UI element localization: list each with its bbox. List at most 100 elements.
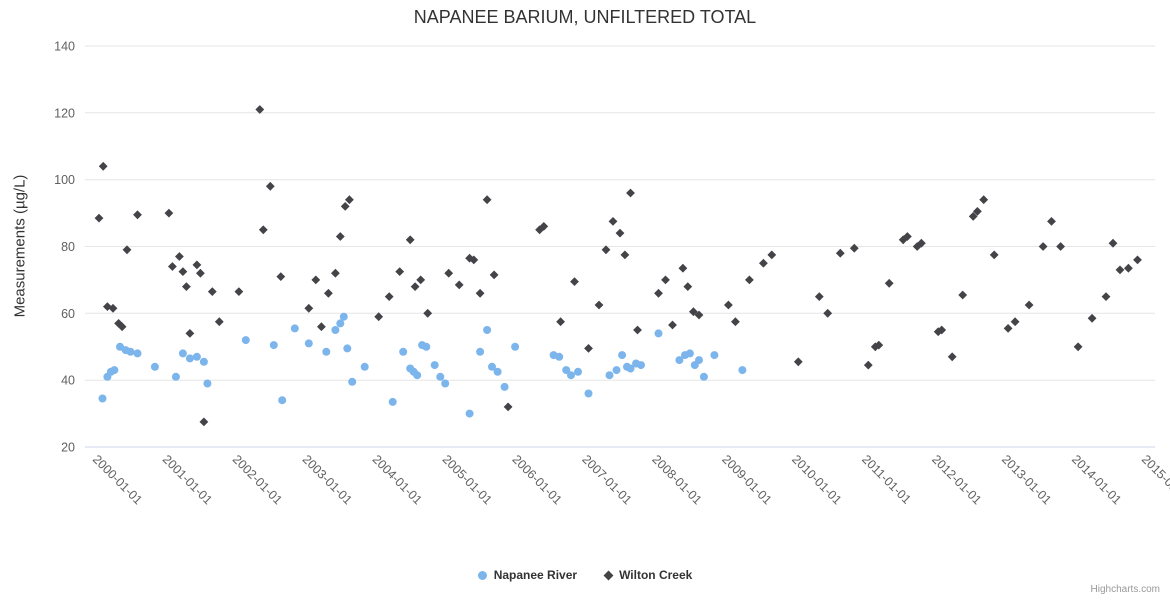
data-point-1[interactable] (849, 243, 859, 253)
data-point-0[interactable] (322, 347, 331, 356)
data-point-0[interactable] (413, 371, 422, 380)
data-point-1[interactable] (133, 210, 142, 220)
data-point-0[interactable] (441, 379, 450, 388)
data-point-1[interactable] (317, 322, 326, 332)
data-point-0[interactable] (348, 377, 357, 386)
data-point-1[interactable] (661, 275, 670, 285)
data-point-0[interactable] (483, 326, 492, 334)
data-point-1[interactable] (694, 310, 704, 320)
data-point-1[interactable] (793, 357, 803, 367)
data-point-0[interactable] (192, 352, 201, 361)
data-point-1[interactable] (863, 360, 873, 370)
data-point-1[interactable] (475, 288, 485, 298)
data-point-1[interactable] (304, 303, 314, 313)
data-point-0[interactable] (388, 397, 397, 406)
data-point-1[interactable] (1133, 255, 1142, 265)
data-point-0[interactable] (488, 362, 496, 371)
data-point-1[interactable] (947, 352, 957, 362)
data-point-1[interactable] (556, 317, 565, 327)
data-point-1[interactable] (178, 267, 188, 276)
data-point-1[interactable] (265, 181, 275, 191)
data-point-1[interactable] (1101, 292, 1111, 301)
data-point-0[interactable] (476, 347, 485, 356)
data-point-1[interactable] (1047, 217, 1056, 226)
data-point-1[interactable] (814, 292, 824, 301)
data-point-0[interactable] (178, 349, 187, 358)
data-point-0[interactable] (269, 341, 278, 350)
data-point-0[interactable] (710, 351, 719, 360)
data-point-1[interactable] (823, 308, 833, 318)
data-point-1[interactable] (759, 258, 768, 268)
data-point-1[interactable] (626, 188, 635, 198)
data-point-1[interactable] (989, 250, 999, 260)
data-point-1[interactable] (122, 245, 132, 255)
data-point-1[interactable] (196, 268, 205, 278)
data-point-1[interactable] (654, 288, 663, 298)
data-point-1[interactable] (731, 317, 740, 327)
data-point-1[interactable] (570, 277, 579, 286)
data-point-1[interactable] (937, 325, 947, 335)
data-point-1[interactable] (374, 312, 384, 322)
data-point-1[interactable] (958, 290, 968, 300)
data-point-0[interactable] (290, 324, 299, 333)
data-point-0[interactable] (436, 372, 445, 381)
data-point-1[interactable] (615, 228, 625, 238)
data-point-1[interactable] (689, 307, 698, 317)
data-point-0[interactable] (465, 409, 474, 418)
data-point-1[interactable] (164, 208, 174, 218)
data-point-0[interactable] (339, 312, 348, 321)
data-point-0[interactable] (422, 342, 431, 351)
data-point-1[interactable] (535, 225, 544, 235)
data-point-0[interactable] (199, 357, 208, 366)
data-point-1[interactable] (503, 402, 513, 412)
data-point-1[interactable] (324, 288, 333, 298)
data-point-0[interactable] (278, 396, 287, 405)
data-point-1[interactable] (968, 212, 978, 221)
data-point-0[interactable] (126, 347, 135, 356)
data-point-1[interactable] (620, 250, 630, 260)
legend-item-napanee-river[interactable]: Napanee River (477, 568, 577, 582)
data-point-1[interactable] (668, 320, 677, 330)
data-point-0[interactable] (150, 362, 159, 371)
data-point-0[interactable] (612, 366, 621, 375)
data-point-0[interactable] (699, 372, 708, 381)
data-point-1[interactable] (185, 329, 195, 338)
data-point-1[interactable] (340, 202, 350, 211)
data-point-0[interactable] (685, 349, 694, 358)
data-point-1[interactable] (469, 255, 479, 265)
data-point-1[interactable] (874, 340, 884, 350)
highcharts-credit[interactable]: Highcharts.com (1090, 584, 1160, 595)
data-point-1[interactable] (973, 207, 982, 216)
data-point-1[interactable] (678, 263, 688, 273)
data-point-0[interactable] (511, 342, 520, 351)
data-point-1[interactable] (276, 272, 286, 281)
data-point-0[interactable] (605, 371, 614, 380)
data-point-1[interactable] (168, 262, 177, 271)
data-point-0[interactable] (500, 382, 509, 391)
data-point-1[interactable] (608, 217, 618, 226)
data-point-0[interactable] (98, 394, 107, 403)
data-point-1[interactable] (117, 322, 127, 332)
legend-item-wilton-creek[interactable]: Wilton Creek (603, 568, 692, 582)
data-point-0[interactable] (584, 389, 593, 398)
data-point-1[interactable] (1010, 317, 1020, 327)
data-point-1[interactable] (234, 287, 244, 296)
data-point-0[interactable] (675, 356, 684, 365)
data-point-0[interactable] (203, 379, 212, 388)
data-point-1[interactable] (1124, 263, 1133, 273)
data-point-1[interactable] (255, 105, 265, 114)
data-point-1[interactable] (175, 252, 184, 261)
data-point-1[interactable] (258, 225, 268, 235)
data-point-1[interactable] (903, 232, 912, 241)
data-point-1[interactable] (633, 325, 642, 335)
data-point-0[interactable] (360, 362, 369, 371)
data-point-1[interactable] (108, 303, 118, 313)
data-point-1[interactable] (489, 270, 499, 280)
data-point-0[interactable] (555, 352, 564, 361)
data-point-0[interactable] (695, 356, 703, 365)
data-point-1[interactable] (331, 268, 340, 278)
data-point-1[interactable] (454, 280, 464, 290)
data-point-0[interactable] (185, 354, 194, 363)
data-point-1[interactable] (384, 292, 394, 301)
data-point-1[interactable] (584, 344, 593, 353)
